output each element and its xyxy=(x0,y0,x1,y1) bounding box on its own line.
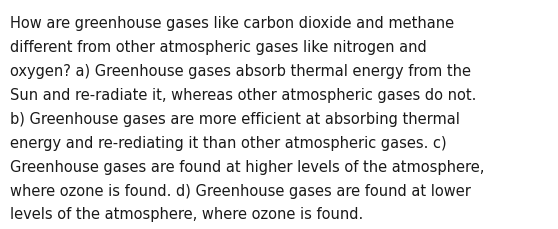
Text: oxygen? a) Greenhouse gases absorb thermal energy from the: oxygen? a) Greenhouse gases absorb therm… xyxy=(10,64,471,79)
Text: Greenhouse gases are found at higher levels of the atmosphere,: Greenhouse gases are found at higher lev… xyxy=(10,159,484,174)
Text: levels of the atmosphere, where ozone is found.: levels of the atmosphere, where ozone is… xyxy=(10,207,363,221)
Text: Sun and re-radiate it, whereas other atmospheric gases do not.: Sun and re-radiate it, whereas other atm… xyxy=(10,87,477,102)
Text: different from other atmospheric gases like nitrogen and: different from other atmospheric gases l… xyxy=(10,40,427,55)
Text: energy and re-rediating it than other atmospheric gases. c): energy and re-rediating it than other at… xyxy=(10,135,446,150)
Text: where ozone is found. d) Greenhouse gases are found at lower: where ozone is found. d) Greenhouse gase… xyxy=(10,183,471,198)
Text: b) Greenhouse gases are more efficient at absorbing thermal: b) Greenhouse gases are more efficient a… xyxy=(10,111,460,126)
Text: How are greenhouse gases like carbon dioxide and methane: How are greenhouse gases like carbon dio… xyxy=(10,16,454,31)
